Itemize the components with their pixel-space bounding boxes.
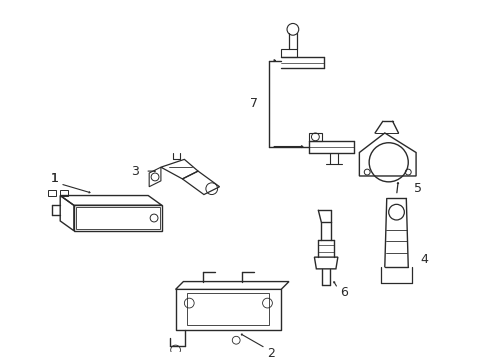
Text: 1: 1	[50, 172, 58, 185]
Text: 2: 2	[267, 347, 275, 360]
Text: 7: 7	[249, 97, 257, 110]
Text: 4: 4	[419, 253, 427, 266]
Text: 5: 5	[413, 182, 421, 195]
Text: 1: 1	[50, 172, 58, 185]
Text: 6: 6	[339, 286, 347, 299]
Text: 3: 3	[131, 165, 139, 177]
